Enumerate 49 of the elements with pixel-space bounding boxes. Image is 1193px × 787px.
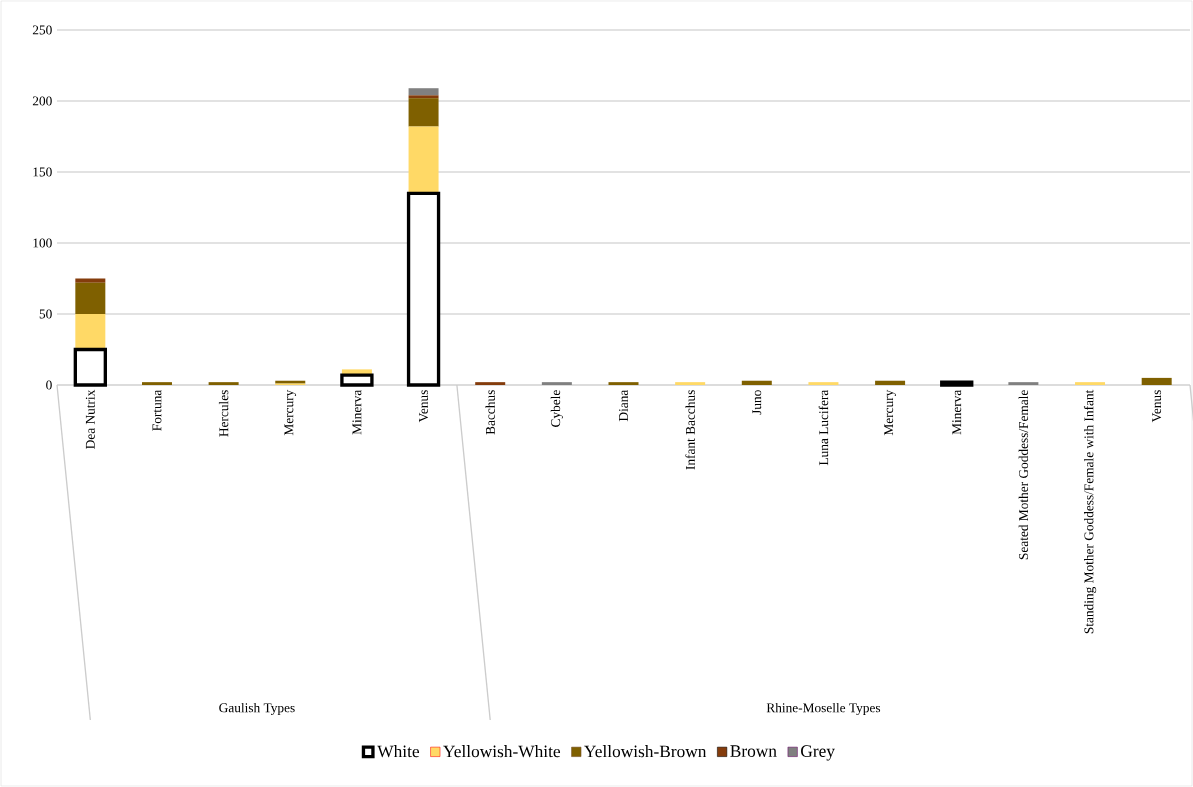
bar [808, 382, 839, 385]
x-tick-label: Venus [419, 390, 429, 423]
bar [75, 282, 106, 314]
x-tick-label: Juno [752, 390, 762, 415]
y-tick-label: 100 [33, 238, 52, 248]
bar [675, 382, 706, 385]
text: Gaulish Types [219, 702, 295, 716]
x-tick-label: Mercury [884, 389, 896, 436]
bar [475, 382, 506, 385]
bar [208, 382, 239, 385]
bar [408, 95, 439, 99]
bar [541, 382, 572, 385]
x-tick-label: Mercury [284, 389, 297, 436]
y-tick-label: 250 [32, 25, 52, 35]
y-tick-label: 50 [39, 309, 52, 319]
x-tick-label: Luna Lucifera [818, 389, 829, 466]
legend-label: Yellowish-White [443, 745, 561, 758]
y-tick-label: 0 [46, 380, 52, 390]
bar [408, 88, 439, 96]
x-tick-label: Bacchus [485, 390, 495, 435]
legend-label: Grey [801, 745, 835, 761]
bar [1008, 382, 1039, 385]
legend-label: Brown [730, 745, 777, 757]
x-tick-label: Standing Mother Goddess/Female with Infant [1083, 389, 1097, 634]
legend-label: Yellowish-Brown [584, 745, 707, 758]
bar [408, 126, 439, 194]
bar [608, 382, 639, 385]
bar [141, 382, 172, 385]
x-tick-label: Hercules [218, 390, 229, 437]
bar [741, 380, 772, 385]
x-tick-label: Minerva [952, 389, 962, 435]
bar [408, 98, 439, 127]
bar [1075, 382, 1106, 385]
x-tick-label: Dea Nutrix [85, 389, 95, 449]
bar [1141, 377, 1172, 385]
y-tick-label: 200 [32, 96, 52, 106]
bar [75, 313, 106, 350]
x-tick-label: Fortuna [152, 389, 162, 431]
x-tick-label: Cybele [550, 390, 563, 427]
x-tick-label: Diana [619, 389, 628, 422]
bar [75, 278, 106, 283]
text: Rhine-Moselle Types [766, 702, 881, 716]
bar [875, 380, 906, 385]
y-tick-label: 150 [33, 167, 52, 177]
x-tick-label: Seated Mother Goddess/Female [1018, 390, 1029, 560]
x-tick-label: Minerva [352, 389, 362, 435]
x-tick-label: Venus [1152, 390, 1162, 423]
legend-label: White [377, 745, 420, 758]
x-tick-label: Infant Bacchus [685, 390, 695, 470]
